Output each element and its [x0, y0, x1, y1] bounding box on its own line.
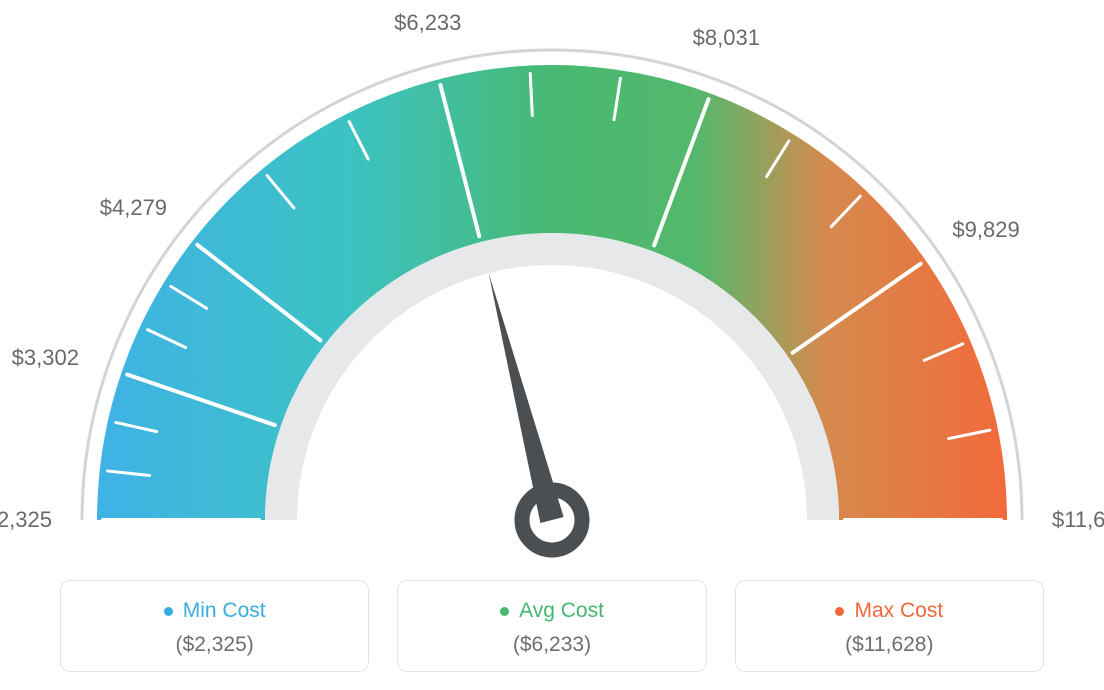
avg-cost-card: Avg Cost ($6,233) — [397, 580, 706, 672]
max-dot-icon — [835, 607, 844, 616]
gauge-area: $2,325 $3,302 $4,279 $6,233 $8,031 $9,829 $11,… — [0, 0, 1104, 560]
gauge-svg — [0, 0, 1104, 560]
max-cost-card: Max Cost ($11,628) — [735, 580, 1044, 672]
gauge-tick-label: $6,233 — [394, 10, 461, 36]
summary-cards: Min Cost ($2,325) Avg Cost ($6,233) Max … — [60, 580, 1044, 672]
max-cost-value: ($11,628) — [746, 633, 1033, 657]
avg-dot-icon — [500, 607, 509, 616]
gauge-tick-label: $8,031 — [693, 25, 760, 51]
min-cost-value: ($2,325) — [71, 633, 358, 657]
gauge-tick-label: $4,279 — [100, 195, 167, 221]
gauge-chart-container: $2,325 $3,302 $4,279 $6,233 $8,031 $9,829 $11,… — [0, 0, 1104, 690]
gauge-tick-label: $11,628 — [1052, 507, 1104, 533]
avg-cost-value: ($6,233) — [408, 633, 695, 657]
gauge-tick-label: $3,302 — [12, 345, 79, 371]
min-dot-icon — [164, 607, 173, 616]
min-cost-label: Min Cost — [183, 599, 266, 623]
min-cost-title: Min Cost — [164, 599, 266, 623]
avg-cost-title: Avg Cost — [500, 599, 604, 623]
max-cost-title: Max Cost — [835, 599, 943, 623]
max-cost-label: Max Cost — [854, 599, 943, 623]
min-cost-card: Min Cost ($2,325) — [60, 580, 369, 672]
avg-cost-label: Avg Cost — [519, 599, 604, 623]
gauge-tick-label: $2,325 — [0, 507, 52, 533]
gauge-tick-label: $9,829 — [952, 216, 1019, 242]
